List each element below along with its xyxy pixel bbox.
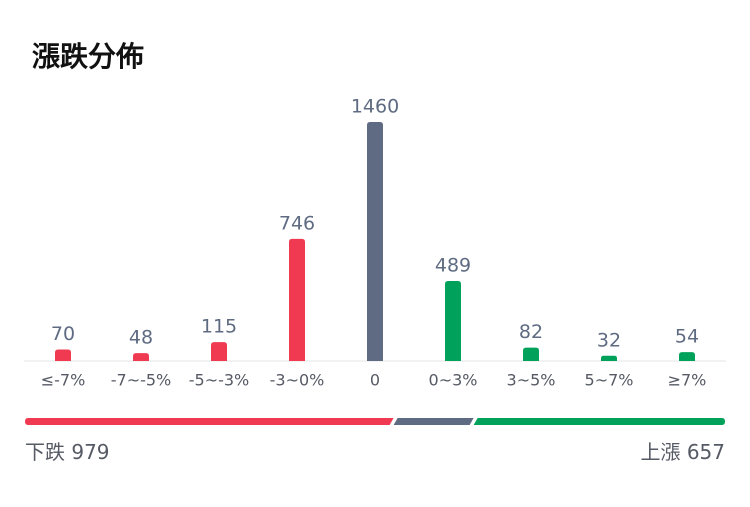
x-tick-label: 0 bbox=[370, 371, 380, 390]
chart-title: 漲跌分佈 bbox=[32, 40, 144, 73]
down-label: 下跌 bbox=[25, 440, 65, 464]
x-tick-label: 3~5% bbox=[507, 371, 556, 390]
value-label: 746 bbox=[279, 212, 315, 234]
bar bbox=[523, 347, 539, 361]
value-label: 489 bbox=[435, 254, 471, 276]
value-label: 115 bbox=[201, 316, 237, 338]
up-bar bbox=[473, 418, 725, 425]
value-label: 1460 bbox=[351, 96, 399, 118]
bar bbox=[445, 280, 461, 361]
up-summary: 上漲 657 bbox=[640, 440, 725, 464]
down-summary: 下跌 979 bbox=[25, 440, 110, 464]
value-label: 70 bbox=[51, 323, 75, 345]
bar bbox=[55, 349, 71, 361]
bar bbox=[289, 238, 305, 361]
up-count: 657 bbox=[687, 440, 725, 464]
value-label: 54 bbox=[675, 326, 699, 348]
value-label: 32 bbox=[597, 329, 621, 351]
up-label: 上漲 bbox=[640, 440, 680, 464]
x-tick-label: ≥7% bbox=[668, 371, 707, 390]
down-bar bbox=[25, 418, 394, 425]
flat-bar bbox=[393, 418, 474, 425]
value-label: 48 bbox=[129, 327, 153, 349]
bar bbox=[679, 352, 695, 361]
bar bbox=[133, 353, 149, 361]
x-tick-label: ≤-7% bbox=[41, 371, 86, 390]
x-tick-label: -3~0% bbox=[270, 371, 325, 390]
bar bbox=[367, 122, 383, 361]
x-tick-label: 0~3% bbox=[429, 371, 478, 390]
x-tick-label: 5~7% bbox=[585, 371, 634, 390]
bar bbox=[601, 355, 617, 361]
value-label: 82 bbox=[519, 321, 543, 343]
down-count: 979 bbox=[71, 440, 109, 464]
bar bbox=[211, 342, 227, 361]
x-tick-label: -7~-5% bbox=[111, 371, 172, 390]
x-tick-label: -5~-3% bbox=[189, 371, 250, 390]
